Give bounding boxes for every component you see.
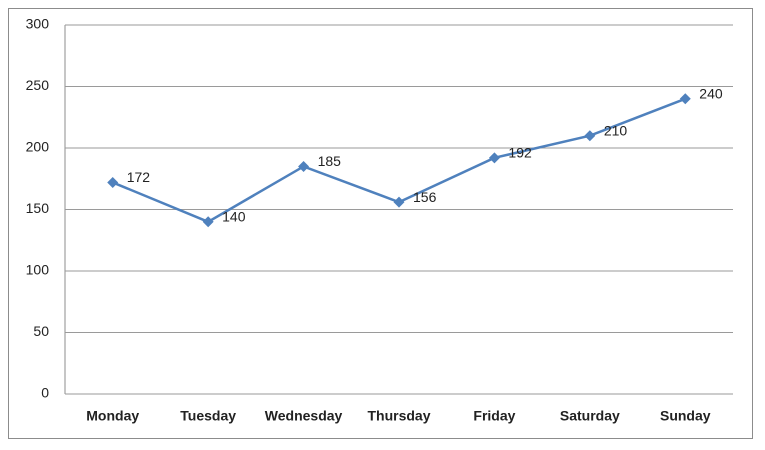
x-tick-label: Saturday xyxy=(560,408,620,424)
y-tick-label: 150 xyxy=(26,200,50,216)
x-tick-label: Friday xyxy=(473,408,515,424)
data-label: 192 xyxy=(508,145,532,161)
data-point xyxy=(679,93,691,105)
y-tick-label: 300 xyxy=(26,16,50,32)
data-point xyxy=(298,160,310,172)
y-tick-label: 0 xyxy=(41,385,49,401)
data-label: 210 xyxy=(604,122,628,138)
data-label: 140 xyxy=(222,209,246,225)
y-tick-label: 200 xyxy=(26,139,50,155)
data-label: 240 xyxy=(699,86,723,102)
chart-border xyxy=(8,8,753,439)
x-tick-label: Monday xyxy=(86,408,139,424)
data-label: 172 xyxy=(127,169,151,185)
x-tick-label: Thursday xyxy=(367,408,430,424)
data-point xyxy=(488,152,500,164)
y-tick-label: 50 xyxy=(33,323,49,339)
data-point xyxy=(107,176,119,188)
data-label: 156 xyxy=(413,189,437,205)
x-tick-label: Wednesday xyxy=(265,408,343,424)
y-tick-label: 100 xyxy=(26,262,50,278)
x-tick-label: Tuesday xyxy=(180,408,236,424)
y-tick-label: 250 xyxy=(26,77,50,93)
data-point xyxy=(584,130,596,142)
data-point xyxy=(393,196,405,208)
data-point xyxy=(202,216,214,228)
x-tick-label: Sunday xyxy=(660,408,711,424)
data-label: 185 xyxy=(318,153,342,169)
